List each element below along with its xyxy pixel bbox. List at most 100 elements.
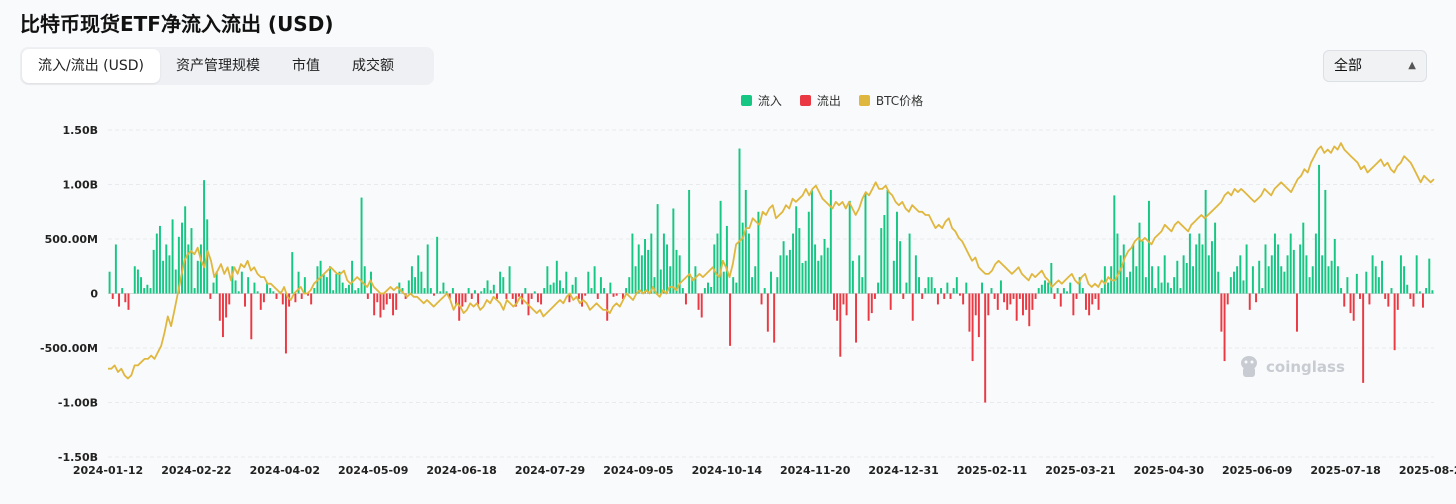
flow-bar — [747, 233, 750, 294]
flow-bar — [735, 282, 738, 294]
tab-flows[interactable]: 流入/流出 (USD) — [22, 49, 161, 83]
flow-bar — [1270, 255, 1273, 294]
flow-bar — [1311, 266, 1314, 294]
flow-bar — [804, 260, 807, 294]
flow-bar — [1185, 262, 1188, 294]
watermark: coinglass — [1238, 354, 1345, 380]
flow-bar — [1418, 291, 1421, 294]
flow-bar — [458, 293, 461, 321]
flow-bar — [1129, 271, 1132, 294]
legend-item-inflow[interactable]: 流入 — [533, 92, 782, 109]
legend-item-outflow[interactable]: 流出 — [799, 92, 841, 109]
flow-bar — [918, 277, 921, 294]
flow-bar — [184, 206, 187, 294]
flow-bar — [883, 215, 886, 294]
flow-bar — [1037, 288, 1040, 294]
flow-bar — [766, 293, 769, 332]
x-tick-label: 2025-02-11 — [957, 464, 1027, 477]
flow-bar — [228, 293, 231, 305]
flow-bar — [902, 293, 905, 299]
flow-bar — [820, 255, 823, 294]
flow-bar — [659, 269, 662, 294]
flow-bar — [996, 293, 999, 310]
flow-bar — [562, 288, 565, 294]
coinglass-logo-icon — [1241, 356, 1257, 377]
flow-bar — [1390, 288, 1393, 294]
flow-bar — [294, 293, 297, 303]
flow-bar — [1229, 277, 1232, 294]
btc-price-line — [108, 142, 1435, 380]
flow-bar — [168, 255, 171, 294]
y-tick-label: 0 — [90, 288, 98, 301]
flow-bar — [653, 277, 656, 294]
flow-bar — [1022, 293, 1024, 316]
flow-bar — [845, 293, 848, 316]
flow-bar — [647, 249, 650, 294]
flow-bar — [111, 293, 114, 299]
flow-bar — [1425, 288, 1428, 294]
flow-bar — [675, 249, 678, 294]
flow-bar — [719, 200, 722, 294]
flow-bar — [965, 282, 968, 294]
flow-bar — [445, 291, 448, 294]
flow-bar — [1088, 293, 1091, 316]
flow-bar — [401, 288, 404, 294]
flow-bar — [628, 277, 631, 294]
flow-bar — [864, 193, 867, 294]
flow-bar — [855, 293, 858, 343]
flow-bar — [146, 284, 149, 294]
flow-bar — [1034, 293, 1037, 299]
flow-bar — [905, 282, 908, 294]
flow-bar — [732, 277, 735, 294]
flow-bar — [1314, 233, 1317, 294]
flow-bar — [448, 293, 451, 299]
flow-bar — [571, 284, 574, 294]
flow-bar — [1214, 222, 1217, 294]
legend-item-price[interactable]: BTC价格 — [858, 92, 923, 109]
flow-bar — [606, 293, 609, 321]
flow-bar — [574, 277, 577, 294]
flow-bar — [1170, 288, 1172, 294]
flow-bar — [555, 260, 558, 294]
flow-bar — [496, 293, 498, 299]
flow-bar — [1015, 293, 1018, 321]
flow-bar — [322, 273, 325, 294]
flow-bar — [949, 293, 952, 299]
tab-market-cap[interactable]: 市值 — [292, 58, 321, 74]
x-tick-label: 2024-01-12 — [73, 464, 143, 477]
flow-bar — [1078, 277, 1081, 294]
flow-bar — [250, 293, 253, 340]
flow-bar — [1151, 266, 1154, 294]
flow-bar — [272, 291, 275, 294]
flow-bar — [757, 211, 760, 294]
flow-bar — [785, 255, 788, 294]
flow-bar — [924, 288, 927, 294]
flow-bar — [351, 260, 354, 294]
flow-bar — [1321, 255, 1324, 294]
tab-aum[interactable]: 资产管理规模 — [176, 58, 261, 74]
flow-bar — [684, 293, 687, 305]
flow-bar — [1198, 233, 1201, 294]
flow-bar — [955, 277, 958, 294]
flow-bar — [1340, 288, 1343, 294]
range-select[interactable]: 全部 ▲ — [1323, 50, 1427, 82]
flow-bar — [716, 233, 719, 294]
flow-bar — [303, 277, 306, 294]
tab-volume[interactable]: 成交额 — [352, 58, 395, 74]
flow-bar — [1081, 288, 1084, 294]
flow-bar — [1233, 271, 1235, 294]
x-tick-label: 2024-04-02 — [250, 464, 320, 477]
flow-bar — [477, 293, 480, 305]
flow-bar — [433, 293, 435, 296]
y-tick-label: 500.00M — [45, 233, 98, 246]
flow-bar — [1343, 293, 1346, 307]
flow-bar — [968, 293, 971, 332]
flow-bar — [700, 293, 703, 318]
flow-bar — [984, 293, 987, 403]
flow-bar — [152, 249, 155, 294]
flow-bar — [1384, 293, 1387, 299]
flow-bar — [798, 228, 801, 294]
flow-bar — [959, 293, 961, 296]
flow-bar — [549, 284, 552, 294]
flow-bar — [344, 288, 347, 294]
